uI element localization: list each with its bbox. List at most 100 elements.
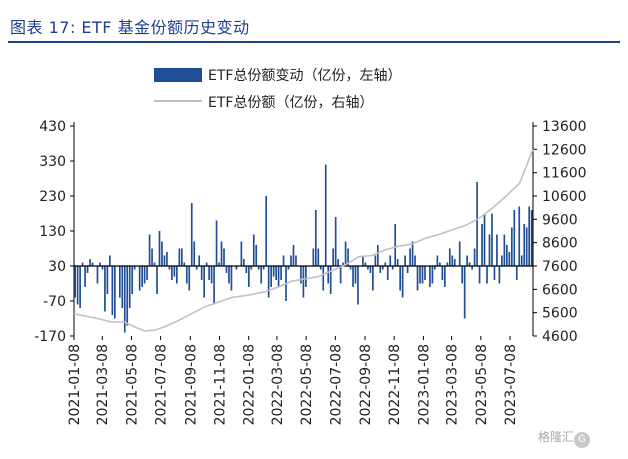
bar bbox=[339, 266, 342, 284]
x-tick-label: 2023-05-08 bbox=[474, 344, 490, 425]
bar bbox=[461, 266, 464, 284]
bar bbox=[332, 248, 335, 266]
bar bbox=[178, 248, 181, 266]
bar bbox=[448, 248, 451, 266]
bar bbox=[508, 252, 511, 266]
bar bbox=[74, 266, 76, 298]
bar bbox=[143, 266, 146, 284]
bar bbox=[257, 266, 260, 270]
bar bbox=[91, 262, 94, 266]
bar bbox=[106, 266, 109, 294]
bar bbox=[275, 266, 277, 280]
bar bbox=[89, 259, 91, 266]
bar bbox=[128, 266, 131, 308]
bar bbox=[282, 255, 285, 266]
bar bbox=[260, 266, 263, 284]
bar bbox=[171, 266, 173, 280]
bar bbox=[131, 266, 134, 294]
bar bbox=[81, 262, 84, 266]
bar bbox=[314, 210, 317, 266]
bar bbox=[409, 248, 411, 266]
bar bbox=[362, 255, 364, 266]
bar bbox=[225, 266, 228, 273]
bar bbox=[300, 266, 302, 284]
bar bbox=[419, 266, 421, 284]
x-tick-label: 2021-07-08 bbox=[154, 344, 170, 425]
bar bbox=[491, 213, 493, 266]
bar bbox=[451, 255, 454, 266]
bar bbox=[458, 241, 461, 266]
x-tick-label: 2022-09-08 bbox=[358, 344, 374, 425]
bar bbox=[317, 248, 320, 266]
bar bbox=[156, 266, 158, 294]
bar bbox=[245, 266, 248, 273]
bar bbox=[421, 266, 424, 284]
bar bbox=[79, 266, 81, 308]
bar bbox=[347, 248, 349, 266]
bar bbox=[173, 266, 176, 277]
bar bbox=[168, 266, 171, 270]
x-tick-label: 2021-03-08 bbox=[95, 344, 111, 425]
bar bbox=[396, 259, 399, 266]
x-tick-label: 2021-11-08 bbox=[213, 344, 229, 425]
bar bbox=[230, 266, 233, 291]
bar bbox=[161, 241, 163, 266]
bar bbox=[220, 241, 223, 266]
bar bbox=[506, 245, 508, 266]
bar bbox=[166, 252, 168, 266]
left-tick-label: 130 bbox=[39, 224, 66, 240]
bar bbox=[267, 266, 270, 298]
bar bbox=[121, 266, 124, 308]
bar bbox=[496, 234, 498, 266]
bar bbox=[416, 266, 419, 291]
bar bbox=[414, 255, 416, 266]
bar bbox=[453, 259, 456, 266]
bar bbox=[215, 220, 218, 266]
bar bbox=[208, 266, 210, 280]
left-tick-label: -170 bbox=[34, 329, 66, 345]
bar bbox=[334, 217, 337, 266]
bar bbox=[357, 266, 359, 305]
bar bbox=[493, 266, 496, 280]
x-tick-label: 2022-03-08 bbox=[270, 344, 286, 425]
bar bbox=[498, 266, 501, 284]
bar bbox=[250, 266, 253, 270]
bar bbox=[243, 259, 245, 266]
left-tick-label: 330 bbox=[39, 154, 66, 170]
bar bbox=[148, 234, 151, 266]
right-tick-label: 9600 bbox=[542, 212, 578, 228]
bar bbox=[141, 266, 143, 287]
bar bbox=[280, 266, 282, 280]
bar bbox=[503, 234, 506, 266]
legend-bar-swatch bbox=[154, 68, 202, 82]
bar bbox=[342, 262, 344, 266]
bar bbox=[138, 266, 141, 291]
bar bbox=[203, 266, 205, 298]
bar bbox=[518, 206, 521, 266]
bar bbox=[381, 266, 384, 270]
bar bbox=[374, 255, 377, 266]
bar bbox=[439, 262, 441, 266]
bar bbox=[188, 266, 191, 291]
bar bbox=[411, 241, 414, 266]
bar bbox=[99, 262, 101, 266]
watermark-logo-icon: G bbox=[574, 432, 590, 448]
bar bbox=[476, 182, 478, 266]
bar bbox=[510, 227, 513, 266]
watermark-text: 格隆汇 bbox=[538, 430, 575, 444]
bar bbox=[185, 266, 188, 284]
bar bbox=[270, 266, 272, 287]
bar bbox=[329, 266, 332, 294]
bar bbox=[262, 266, 265, 270]
bar bbox=[376, 245, 379, 266]
bar bbox=[488, 234, 491, 266]
bar bbox=[96, 266, 99, 284]
bar bbox=[158, 231, 161, 266]
x-tick-label: 2022-01-08 bbox=[242, 344, 258, 425]
bar bbox=[327, 266, 330, 284]
bar bbox=[133, 266, 136, 270]
bar bbox=[210, 266, 213, 284]
bar bbox=[176, 266, 178, 284]
bar bbox=[441, 266, 444, 280]
